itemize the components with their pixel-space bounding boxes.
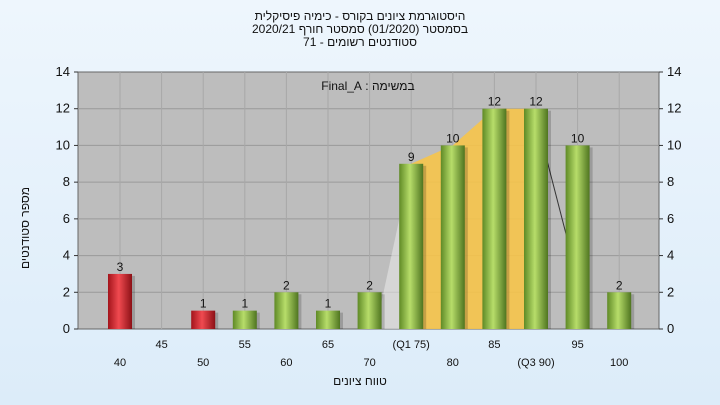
x-tick-label: 95 bbox=[571, 339, 583, 351]
value-label: 2 bbox=[283, 278, 290, 292]
y-ticks-left: 0 2 4 6 8 10 12 14 bbox=[56, 64, 78, 336]
bar-(Q1 75) bbox=[399, 163, 424, 329]
y-tick-label-right: 12 bbox=[667, 101, 681, 116]
y-tick-label-right: 0 bbox=[667, 321, 674, 336]
value-label: 2 bbox=[366, 278, 373, 292]
chart-subtitle-2: סטודנטים רשומים - 71 bbox=[303, 35, 417, 49]
y-tick-label-left: 12 bbox=[56, 101, 70, 116]
bar-70 bbox=[357, 292, 382, 329]
x-tick-label: 55 bbox=[239, 339, 251, 351]
x-tick-label: 70 bbox=[363, 357, 375, 369]
value-label: 10 bbox=[446, 131, 460, 145]
y-tick-label-right: 10 bbox=[667, 137, 681, 152]
bars-group bbox=[108, 108, 635, 329]
value-label: 3 bbox=[117, 260, 124, 274]
bar-100 bbox=[607, 292, 632, 329]
bar-40 bbox=[108, 273, 132, 329]
chart-subtitle: בסמסטר (01/2020) סמסטר חורף 2020/21 bbox=[251, 22, 469, 36]
y-tick-label-left: 6 bbox=[63, 211, 70, 226]
chart-annotation: במשימה : Final_A bbox=[321, 79, 414, 93]
y-tick-label-right: 14 bbox=[667, 64, 681, 79]
plot-area bbox=[77, 71, 660, 330]
x-tick-label: 85 bbox=[488, 339, 500, 351]
x-tick-label: 60 bbox=[280, 357, 292, 369]
x-tick-label: 50 bbox=[197, 357, 209, 369]
y-tick-label-right: 4 bbox=[667, 248, 674, 263]
x-tick-label: 100 bbox=[610, 357, 628, 369]
value-label: 1 bbox=[325, 297, 332, 311]
chart-title: היסטוגרמת ציונים בקורס - כימיה פיסיקלית bbox=[254, 9, 466, 23]
value-label: 12 bbox=[488, 95, 502, 109]
y-tick-label-right: 2 bbox=[667, 284, 674, 299]
value-label: 9 bbox=[408, 150, 415, 164]
chart-title-block: היסטוגרמת ציונים בקורס - כימיה פיסיקלית … bbox=[0, 10, 720, 49]
x-ticks: 40 45 50 55 60 65 70 (Q1 75) 80 85 (Q3 90) 95 100 bbox=[114, 339, 629, 369]
y-tick-label-left: 8 bbox=[63, 174, 70, 189]
y-tick-label-left: 0 bbox=[63, 321, 70, 336]
x-tick-label: 65 bbox=[322, 339, 334, 351]
x-tick-label: (Q3 90) bbox=[517, 357, 554, 369]
y-tick-label-right: 6 bbox=[667, 211, 674, 226]
bar-85 bbox=[482, 108, 507, 329]
bar-50 bbox=[191, 310, 216, 329]
x-tick-label: 40 bbox=[114, 357, 126, 369]
value-label: 10 bbox=[571, 131, 585, 145]
bar-(Q3 90) bbox=[524, 108, 548, 329]
y-tick-label-left: 4 bbox=[63, 248, 70, 263]
bar-65 bbox=[316, 310, 340, 329]
x-tick-label: 45 bbox=[155, 339, 167, 351]
y-ticks-right: 0 2 4 6 8 10 12 14 bbox=[659, 64, 681, 336]
x-axis-label: טווח ציונים bbox=[333, 374, 387, 388]
value-label: 1 bbox=[241, 297, 248, 311]
bar-60 bbox=[274, 292, 299, 329]
value-label: 2 bbox=[616, 278, 623, 292]
value-label: 12 bbox=[529, 95, 543, 109]
bar-80 bbox=[440, 145, 465, 329]
y-tick-label-left: 10 bbox=[56, 137, 70, 152]
y-tick-label-left: 2 bbox=[63, 284, 70, 299]
value-label: 1 bbox=[200, 297, 207, 311]
y-axis-label: מספר סטודנטים bbox=[18, 186, 32, 270]
bar-95 bbox=[565, 145, 590, 329]
y-tick-label-left: 14 bbox=[56, 64, 70, 79]
x-tick-label: (Q1 75) bbox=[393, 339, 430, 351]
bar-55 bbox=[232, 310, 257, 329]
x-tick-label: 80 bbox=[447, 357, 459, 369]
y-tick-label-right: 8 bbox=[667, 174, 674, 189]
